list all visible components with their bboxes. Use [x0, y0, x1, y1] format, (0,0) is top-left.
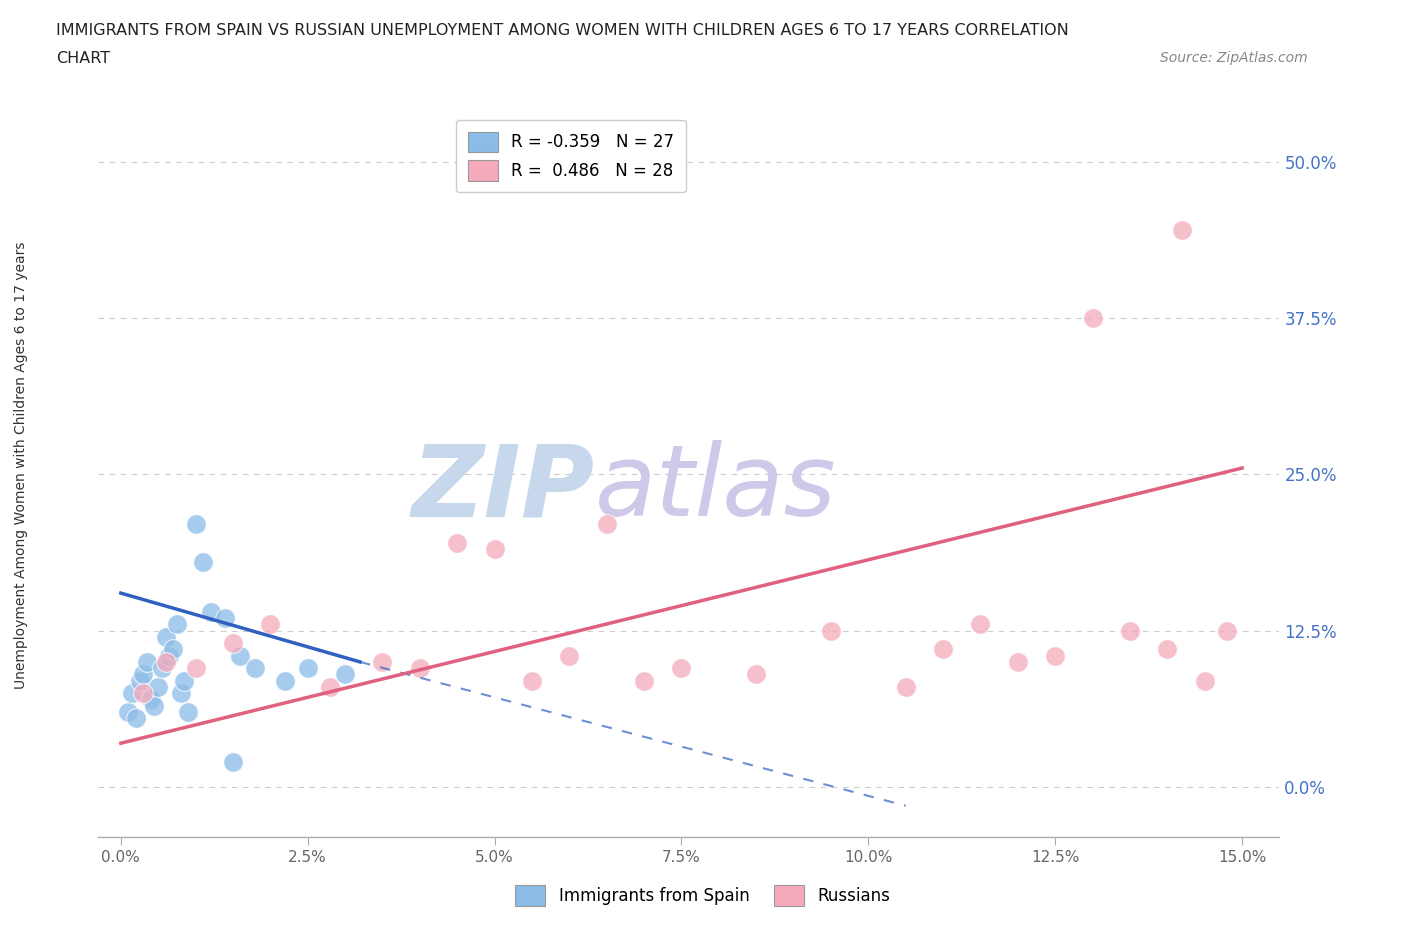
Point — [222, 754, 245, 769]
Point — [259, 617, 281, 631]
Point — [596, 517, 619, 532]
Point — [200, 604, 222, 619]
Point — [125, 711, 148, 725]
Point — [150, 660, 173, 675]
Point — [184, 660, 207, 675]
Point — [932, 642, 955, 657]
Point — [173, 673, 195, 688]
Point — [136, 655, 159, 670]
Point — [155, 655, 177, 670]
Point — [671, 660, 693, 675]
Point — [1081, 311, 1104, 325]
Legend: Immigrants from Spain, Russians: Immigrants from Spain, Russians — [509, 879, 897, 912]
Point — [1194, 673, 1216, 688]
Legend: R = -0.359   N = 27, R =  0.486   N = 28: R = -0.359 N = 27, R = 0.486 N = 28 — [456, 120, 686, 193]
Point — [139, 692, 162, 707]
Point — [371, 655, 394, 670]
Text: CHART: CHART — [56, 51, 110, 66]
Point — [143, 698, 166, 713]
Text: atlas: atlas — [595, 440, 837, 538]
Point — [159, 648, 181, 663]
Point — [148, 680, 170, 695]
Text: Unemployment Among Women with Children Ages 6 to 17 years: Unemployment Among Women with Children A… — [14, 241, 28, 689]
Point — [245, 660, 267, 675]
Point — [297, 660, 319, 675]
Point — [1007, 655, 1029, 670]
Point — [1045, 648, 1067, 663]
Point — [121, 685, 143, 700]
Point — [969, 617, 991, 631]
Point — [229, 648, 252, 663]
Point — [214, 611, 236, 626]
Point — [132, 685, 155, 700]
Point — [633, 673, 655, 688]
Point — [1156, 642, 1178, 657]
Text: Source: ZipAtlas.com: Source: ZipAtlas.com — [1160, 51, 1308, 65]
Point — [191, 554, 214, 569]
Point — [169, 685, 191, 700]
Point — [1119, 623, 1142, 638]
Point — [166, 617, 188, 631]
Point — [177, 705, 200, 720]
Text: IMMIGRANTS FROM SPAIN VS RUSSIAN UNEMPLOYMENT AMONG WOMEN WITH CHILDREN AGES 6 T: IMMIGRANTS FROM SPAIN VS RUSSIAN UNEMPLO… — [56, 23, 1069, 38]
Point — [820, 623, 842, 638]
Point — [484, 542, 506, 557]
Point — [1216, 623, 1239, 638]
Point — [184, 517, 207, 532]
Point — [745, 667, 768, 682]
Point — [128, 673, 150, 688]
Point — [558, 648, 581, 663]
Text: ZIP: ZIP — [412, 440, 595, 538]
Point — [520, 673, 543, 688]
Point — [132, 667, 155, 682]
Point — [409, 660, 432, 675]
Point — [894, 680, 917, 695]
Point — [155, 630, 177, 644]
Point — [274, 673, 297, 688]
Point — [222, 636, 245, 651]
Point — [446, 536, 468, 551]
Point — [1171, 223, 1194, 238]
Point — [117, 705, 139, 720]
Point — [162, 642, 184, 657]
Point — [333, 667, 356, 682]
Point — [319, 680, 342, 695]
